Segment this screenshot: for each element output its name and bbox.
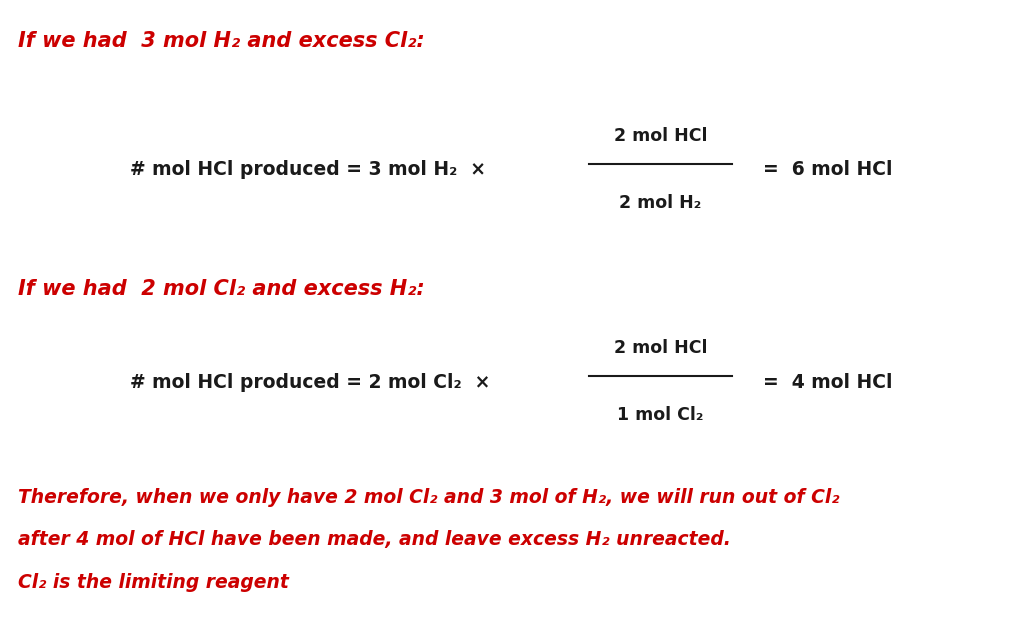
Text: after 4 mol of HCl have been made, and leave excess H₂ unreacted.: after 4 mol of HCl have been made, and l… [18, 530, 731, 549]
Text: =  4 mol HCl: = 4 mol HCl [763, 372, 892, 391]
Text: If we had  3 mol H₂ and excess Cl₂:: If we had 3 mol H₂ and excess Cl₂: [18, 31, 425, 51]
Text: Cl₂ is the limiting reagent: Cl₂ is the limiting reagent [18, 572, 290, 591]
Text: # mol HCl produced = 3 mol H₂  ×: # mol HCl produced = 3 mol H₂ × [130, 160, 486, 179]
Text: 1 mol Cl₂: 1 mol Cl₂ [617, 406, 703, 424]
Text: Therefore, when we only have 2 mol Cl₂ and 3 mol of H₂, we will run out of Cl₂: Therefore, when we only have 2 mol Cl₂ a… [18, 488, 840, 507]
Text: If we had  2 mol Cl₂ and excess H₂:: If we had 2 mol Cl₂ and excess H₂: [18, 279, 425, 299]
Text: 2 mol HCl: 2 mol HCl [613, 127, 708, 144]
Text: # mol HCl produced = 2 mol Cl₂  ×: # mol HCl produced = 2 mol Cl₂ × [130, 372, 490, 391]
Text: 2 mol HCl: 2 mol HCl [613, 339, 708, 357]
Text: 2 mol H₂: 2 mol H₂ [620, 194, 701, 212]
Text: =  6 mol HCl: = 6 mol HCl [763, 160, 892, 179]
